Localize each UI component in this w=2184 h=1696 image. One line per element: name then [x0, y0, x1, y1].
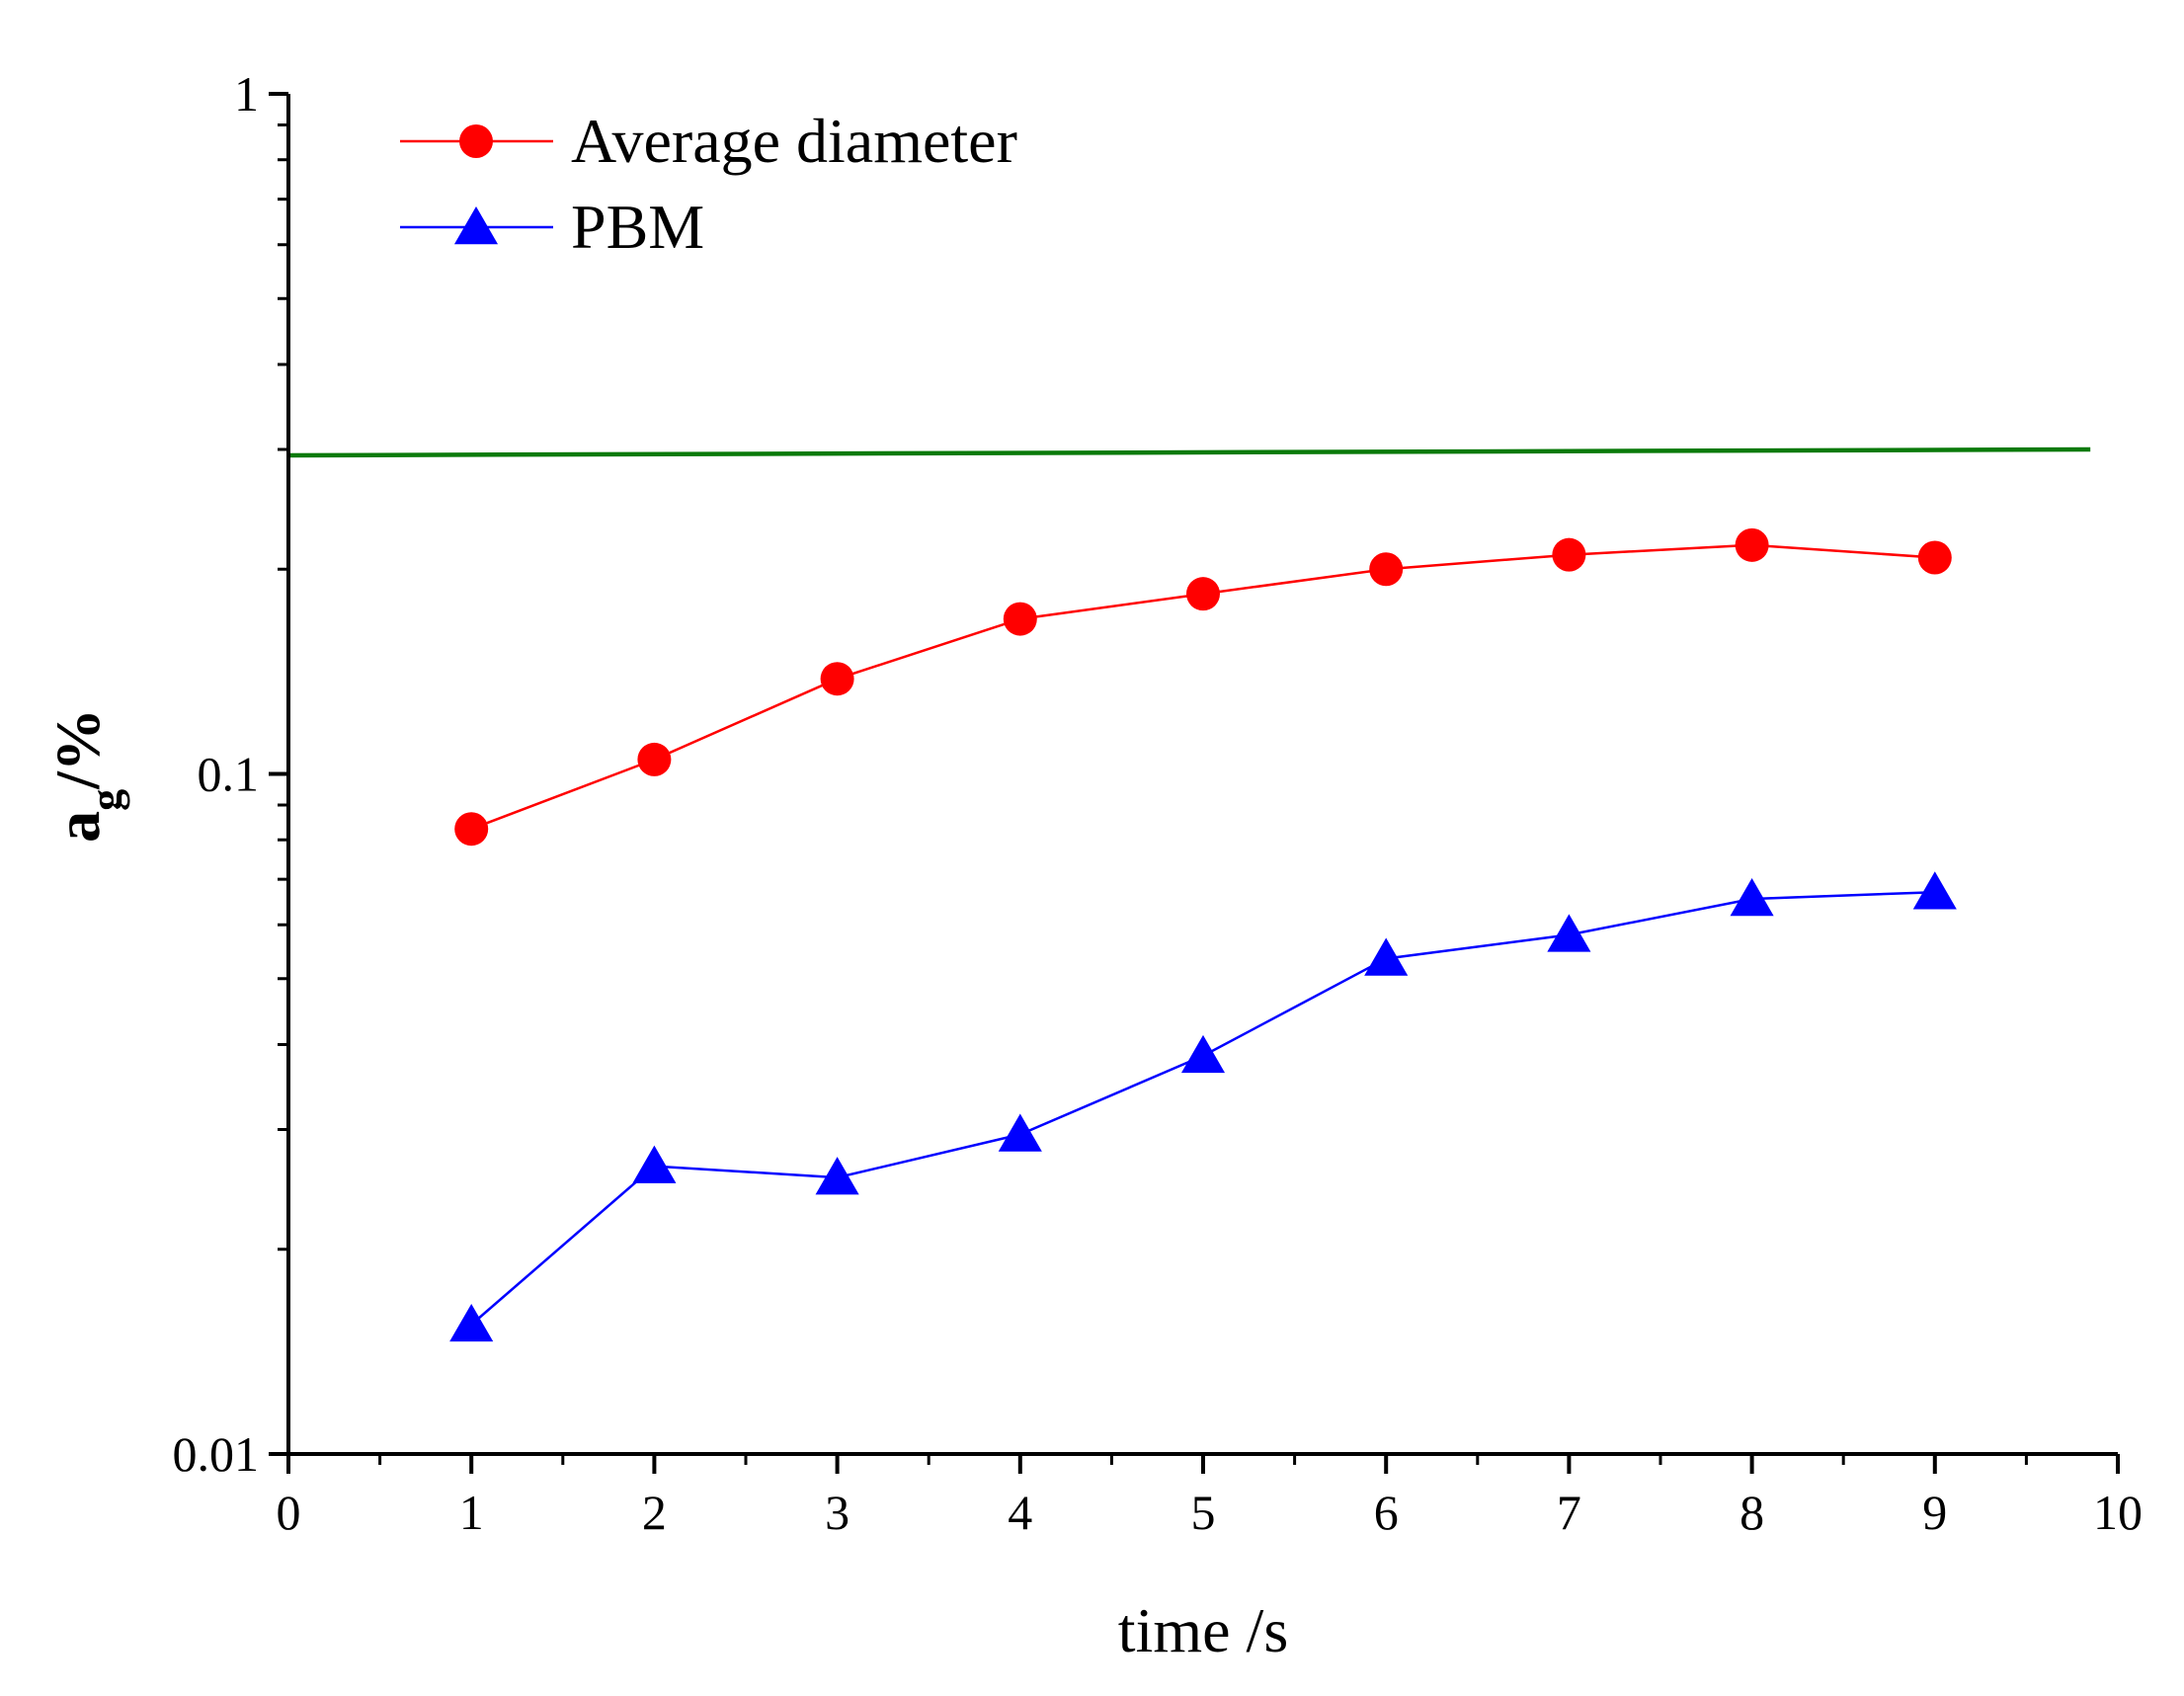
x-tick-label: 1 [459, 1485, 484, 1540]
y-tick-label: 0.1 [198, 747, 260, 802]
data-point-1-0 [449, 1303, 494, 1342]
x-tick-label: 0 [277, 1485, 301, 1540]
data-point-1-2 [815, 1157, 859, 1195]
data-point-0-7 [1735, 527, 1769, 562]
data-point-0-8 [1917, 540, 1952, 575]
data-point-0-5 [1369, 552, 1404, 587]
data-point-0-4 [1186, 577, 1220, 611]
plot-lines [287, 446, 2091, 1342]
data-point-0-1 [637, 742, 672, 776]
data-point-1-4 [1180, 1034, 1226, 1074]
x-tick-label: 8 [1739, 1485, 1764, 1540]
y-tick-label: 0.01 [173, 1426, 260, 1482]
y-tick-label: 1 [234, 66, 259, 121]
x-axis-title: time /s [1118, 1595, 1288, 1665]
series-line-2 [287, 446, 2091, 458]
data-point-0-2 [820, 662, 854, 696]
axes: 0 1 2 3 4 5 6 7 8 9 10 0.01 0.1 1 time /s ag/% [42, 66, 2143, 1665]
data-point-1-6 [1547, 914, 1591, 952]
data-point-0-3 [1003, 602, 1037, 636]
x-tick-label: 6 [1374, 1485, 1399, 1540]
data-point-1-1 [632, 1145, 677, 1183]
x-tick-label: 3 [825, 1485, 849, 1540]
x-tick-label: 7 [1557, 1485, 1581, 1540]
x-tick-label: 2 [642, 1485, 667, 1540]
y-axis-title-suffix: /% [42, 708, 113, 790]
x-tick-label: 9 [1922, 1485, 1947, 1540]
legend-label-0: Average diameter [571, 106, 1017, 176]
x-tick-label: 5 [1191, 1485, 1216, 1540]
data-point-1-7 [1730, 878, 1774, 917]
legend: Average diameter PBM [400, 106, 1017, 262]
legend-marker-1 [453, 206, 499, 245]
y-axis-title-main: a [42, 811, 113, 843]
x-tick-label: 4 [1008, 1485, 1032, 1540]
x-tick-label: 10 [2093, 1485, 2143, 1540]
data-point-1-5 [1364, 937, 1409, 976]
data-point-0-6 [1552, 537, 1586, 572]
data-point-0-0 [454, 812, 489, 847]
data-point-1-8 [1912, 871, 1957, 910]
legend-label-1: PBM [571, 192, 704, 262]
legend-marker-0 [459, 124, 493, 158]
y-axis-title-subscript: g [82, 789, 130, 811]
data-point-1-3 [998, 1113, 1042, 1152]
y-axis-title: ag/% [42, 708, 130, 843]
